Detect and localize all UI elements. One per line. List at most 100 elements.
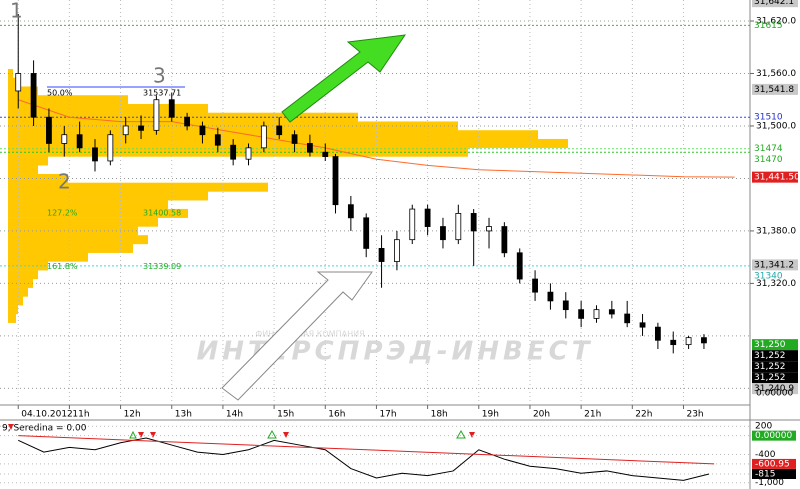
candle-body [245,147,252,160]
y-tick-label: 31,620.0 [756,16,796,26]
price-label: 31474 [754,144,783,154]
indicator-tick-label: 200 [755,422,772,432]
indicator-title: 9, Seredina = 0.00 [2,424,87,434]
x-tick-label: 20h [533,410,550,420]
candle-body [409,208,416,241]
volume-bar [8,173,68,183]
moving-average [18,99,735,178]
indicator-tick-label: -1,000 [755,478,784,488]
volume-bar [8,95,128,105]
x-tick-label: 13h [175,410,192,420]
candle-body [654,326,661,341]
price-label-bg [752,339,798,351]
volume-bar [8,305,18,315]
candle-body [214,134,221,146]
volume-bar [8,235,148,245]
x-tick-label: 12h [124,410,141,420]
price-label-bg [752,372,798,384]
price-plot: 50.0% 31537.71 127.2% 31400.58 161.8% 31339.0… [0,0,750,405]
candle-body [230,144,237,160]
candle-body [138,125,144,131]
price-label-bg [752,0,798,8]
y-tick-label: 31,380.0 [756,226,796,236]
watermark-subtitle: ФИНАНСОВАЯ КОМПАНИЯ [255,330,364,339]
fib-value: 31400.58 [143,208,181,217]
indicator-tick-label: 0.00000 [755,431,792,441]
price-label: 31510 [754,113,783,123]
candle-body [153,99,160,131]
annotation: 1 [10,0,23,23]
candle-body [593,309,600,319]
candle-body [608,309,615,315]
price-label: 31,341.2 [754,260,794,270]
candle-body [516,252,523,280]
candle-body [547,291,554,302]
candle-body [307,143,313,153]
candle-body [30,73,37,118]
candle-body [199,125,206,136]
fib-percent: 50.0% [47,88,73,97]
candle-body [168,99,175,118]
y-tick-label: 31,500.0 [756,121,796,131]
volume-bar [8,252,88,262]
volume-bar [8,200,168,210]
indicator-label-bg [752,458,796,469]
volume-bar [8,182,268,192]
indicator-tick-label: -400 [755,450,776,460]
price-label-bg [752,171,798,183]
x-tick-label: 21h [584,410,601,420]
volume-bar [8,217,158,227]
fib-percent: 161.8% [47,262,78,271]
candle-body [532,278,538,293]
volume-bar [8,68,13,78]
candle-body [455,213,462,241]
candle-body [624,313,631,324]
volume-bar [8,86,38,96]
white-arrow [221,271,373,401]
price-label: 31340 [754,271,783,281]
x-tick-label: 16h [328,410,345,420]
volume-bar [8,138,568,148]
price-label-bg [752,361,798,373]
candle-body [76,134,83,149]
indicator-trend [18,435,715,465]
x-tick-label: 17h [379,410,396,420]
volume-bar [8,156,48,166]
candle-body [424,208,431,227]
candle-body [347,204,354,219]
price-label-bg [752,383,798,395]
candle-body [685,337,692,346]
candle-body [639,322,646,328]
x-tick-label: 11h [72,410,89,420]
volume-bar [8,208,188,218]
x-tick-label: 15h [277,410,294,420]
volume-bar [8,103,208,113]
fib-percent: 127.2% [47,208,78,217]
volume-bar [8,165,38,175]
green-arrow [281,34,407,123]
candle-body [701,337,707,344]
indicator-label-bg [752,469,796,479]
candle-body [378,248,385,262]
price-label-bg [752,83,798,95]
candle-body [470,213,477,232]
indicator-tick-label: -815 [755,470,775,480]
candle-body [122,125,129,136]
price-label: 31,541.8 [754,85,794,95]
annotation: 3 [153,64,166,88]
candle-body [322,151,329,157]
price-label: 31470 [754,155,783,165]
volume-bar [8,243,133,253]
candle-body [363,217,370,249]
price-label: 31,642.1 [754,0,794,7]
fib-value: 31537.71 [143,88,181,97]
volume-bar [8,296,23,306]
volume-bar [8,313,16,323]
x-tick-label: 04.10.2012 [21,410,73,420]
volume-bar [8,130,538,140]
candle-body [46,116,52,144]
price-label: 31,252 [754,362,786,372]
x-tick-label: 18h [431,410,448,420]
axis-footer: 0.00000 [756,389,793,399]
price-label-bg [752,350,798,362]
